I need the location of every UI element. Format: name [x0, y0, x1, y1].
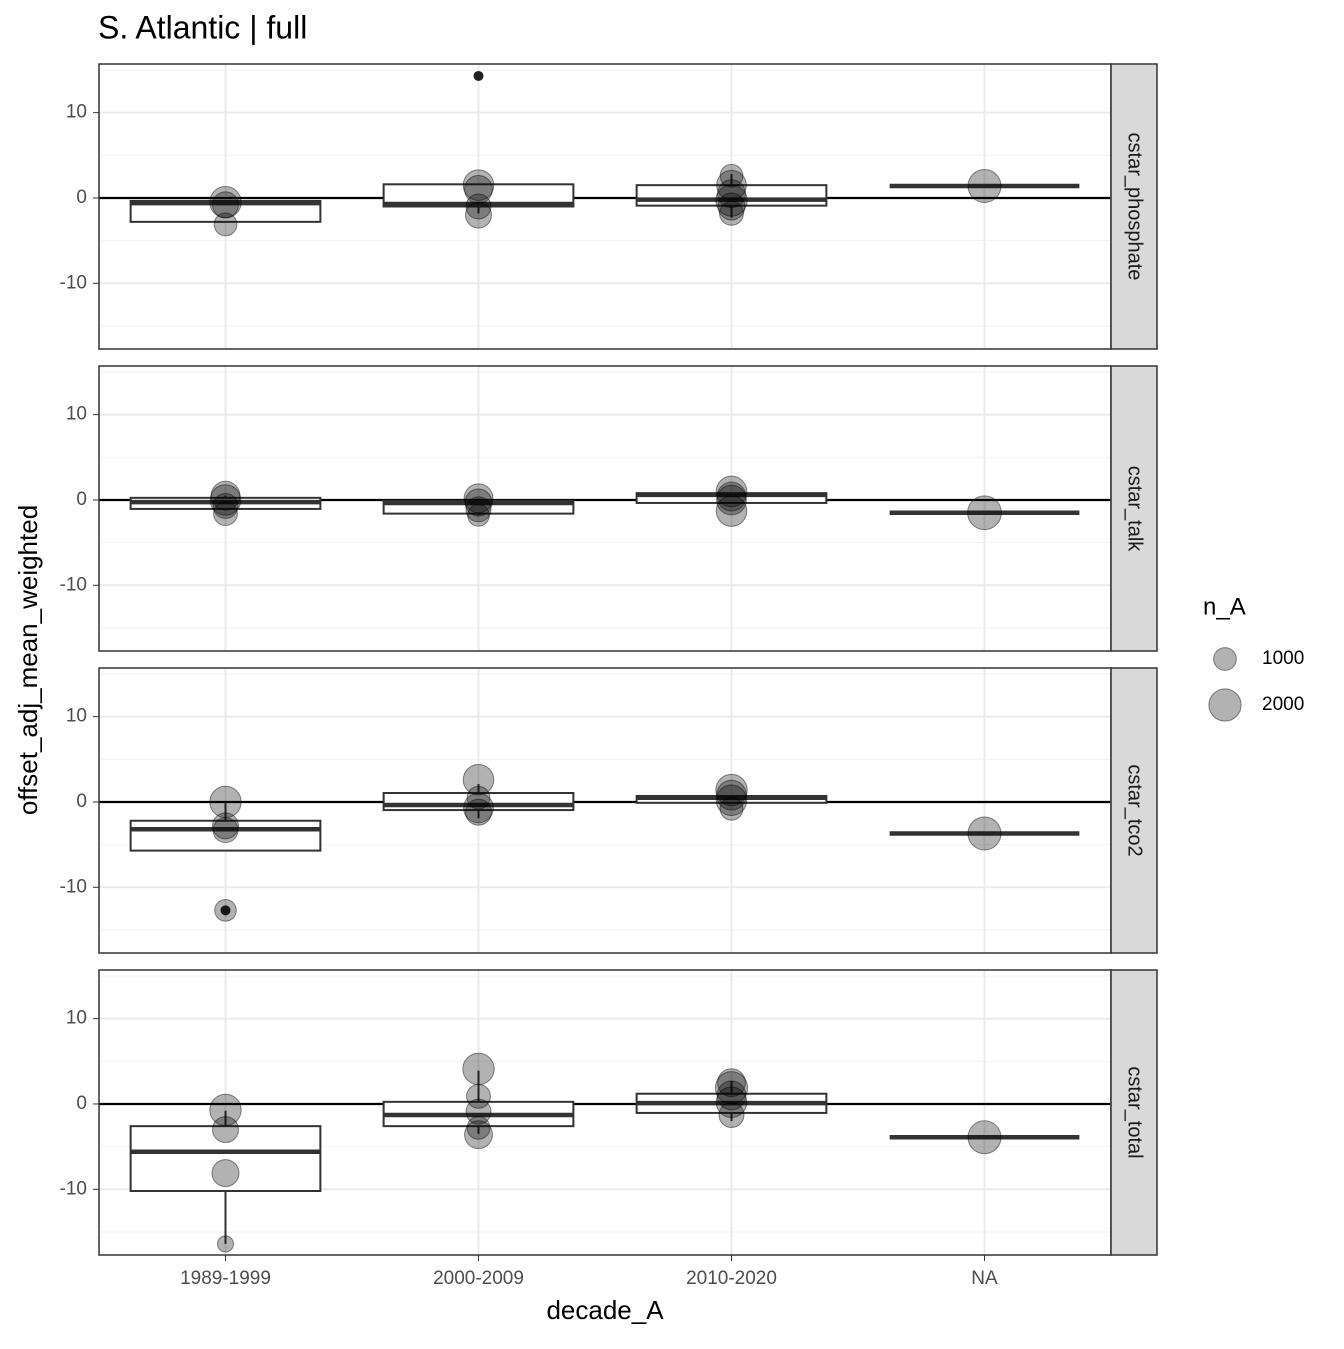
- point: [209, 484, 242, 516]
- point: [211, 1159, 240, 1188]
- point: [714, 1071, 749, 1105]
- point: [967, 169, 1002, 204]
- x-tick-label: 1989-1999: [180, 1268, 271, 1289]
- x-axis-label: decade_A: [546, 1295, 664, 1325]
- point: [715, 184, 748, 217]
- point: [465, 496, 492, 523]
- y-tick-label: -10: [60, 272, 87, 293]
- legend-label: 2000: [1262, 694, 1304, 715]
- point: [209, 1093, 242, 1127]
- point: [719, 796, 744, 821]
- outlier: [473, 70, 484, 81]
- point: [210, 480, 241, 511]
- point: [464, 488, 493, 517]
- y-tick-label: 10: [66, 102, 87, 123]
- point: [216, 1235, 235, 1253]
- y-tick-label: 10: [66, 706, 87, 727]
- strip: [1110, 63, 1158, 350]
- point: [967, 1120, 1002, 1155]
- panel: [99, 668, 1111, 953]
- x-tick-label: 2010-2020: [686, 1268, 777, 1289]
- point: [716, 481, 747, 512]
- point: [967, 816, 1002, 851]
- point: [213, 212, 238, 237]
- y-tick-label: 0: [76, 489, 87, 510]
- legend-key: [1208, 688, 1242, 722]
- strip: [1110, 365, 1158, 652]
- point: [715, 1086, 748, 1119]
- strip-label: cstar_talk: [1124, 466, 1146, 553]
- y-tick-label: 0: [76, 187, 87, 208]
- y-tick-label: -10: [60, 1178, 87, 1199]
- point: [463, 792, 494, 824]
- box: [129, 819, 322, 852]
- point: [719, 163, 744, 188]
- point: [718, 1102, 745, 1129]
- point: [716, 1080, 747, 1111]
- point: [467, 504, 490, 527]
- point: [466, 1115, 491, 1140]
- point: [716, 169, 747, 201]
- point: [209, 186, 242, 219]
- y-tick-label: 10: [66, 404, 87, 425]
- point: [717, 192, 746, 221]
- point: [465, 193, 492, 220]
- strip-label: cstar_phosphate: [1124, 133, 1146, 281]
- y-tick-label: -10: [60, 876, 87, 897]
- point: [212, 817, 239, 844]
- chart-title: S. Atlantic | full: [98, 9, 307, 45]
- point: [462, 764, 495, 796]
- strip: [1110, 667, 1158, 954]
- point: [465, 201, 492, 229]
- point: [715, 495, 748, 527]
- point: [466, 1083, 491, 1109]
- point: [465, 1098, 492, 1125]
- point: [715, 475, 748, 508]
- point: [716, 779, 747, 811]
- strip-label: cstar_tco2: [1124, 764, 1146, 856]
- point: [716, 484, 747, 516]
- point: [464, 174, 493, 204]
- point: [462, 169, 495, 201]
- point: [462, 1052, 495, 1086]
- point: [717, 179, 746, 209]
- x-tick-label: NA: [971, 1268, 998, 1289]
- point: [464, 1120, 493, 1150]
- strip-label: cstar_total: [1124, 1066, 1146, 1158]
- x-tick-label: 2000-2009: [433, 1268, 524, 1289]
- point: [463, 483, 494, 514]
- point: [717, 1068, 746, 1098]
- legend-title: n_A: [1203, 593, 1246, 620]
- point: [212, 812, 239, 840]
- legend-label: 1000: [1262, 648, 1304, 669]
- strip: [1110, 969, 1158, 1256]
- box: [129, 1125, 322, 1193]
- point: [466, 785, 491, 810]
- legend-key: [1213, 647, 1237, 671]
- box: [382, 183, 575, 208]
- point: [212, 191, 239, 219]
- point: [715, 784, 748, 817]
- y-axis-label: offset_adj_mean_weighted: [13, 505, 43, 815]
- point: [209, 785, 242, 819]
- point: [214, 899, 237, 922]
- point: [715, 773, 748, 807]
- point: [212, 1116, 239, 1144]
- point: [967, 495, 1002, 531]
- y-tick-label: 0: [76, 1093, 87, 1114]
- y-tick-label: 0: [76, 791, 87, 812]
- y-tick-label: 10: [66, 1008, 87, 1029]
- outlier: [220, 905, 231, 916]
- point: [719, 200, 744, 226]
- point: [212, 492, 239, 519]
- point: [213, 501, 238, 527]
- point: [465, 798, 492, 826]
- y-tick-label: -10: [60, 574, 87, 595]
- panel: [99, 970, 1111, 1255]
